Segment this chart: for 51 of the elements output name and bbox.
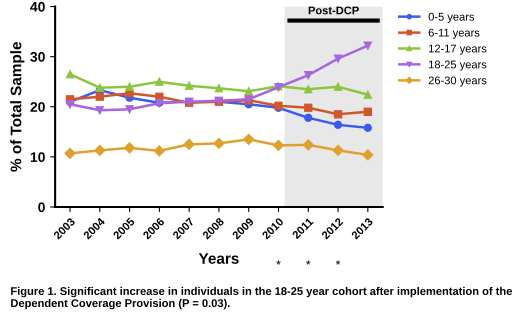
point	[304, 71, 312, 80]
point	[184, 138, 195, 150]
caption: Figure 1. Significant increase in individuals in the 18-25 year cohort after implementation of the Dependent Coverage Provision (P = 0.03).	[11, 286, 512, 310]
point	[125, 105, 134, 114]
legend-label: 0-5 years	[428, 12, 474, 23]
point	[272, 140, 284, 151]
y-tick-label: 30	[30, 52, 45, 62]
y-tick-label: 10	[30, 152, 45, 162]
point	[125, 82, 134, 91]
point	[66, 70, 74, 78]
point	[96, 106, 104, 114]
point	[155, 78, 164, 86]
point	[304, 114, 312, 122]
point	[334, 82, 342, 91]
point	[362, 149, 374, 160]
point	[304, 104, 312, 112]
point	[302, 139, 314, 150]
point	[213, 138, 225, 149]
point	[94, 144, 106, 156]
point	[364, 41, 372, 50]
point	[334, 120, 342, 129]
y-axis-title: % of Total Sample	[10, 42, 24, 172]
text: *	[336, 260, 340, 265]
point	[244, 87, 253, 96]
text: *	[276, 260, 281, 265]
point	[184, 82, 194, 90]
point	[96, 92, 104, 101]
point	[334, 54, 342, 63]
y-tick-label: 0	[38, 202, 45, 212]
legend-label: 12-17 years	[429, 44, 486, 55]
point	[154, 145, 165, 156]
band-label: Post-DCP	[308, 6, 359, 14]
point	[334, 110, 342, 118]
legend-label: 26-30 years	[428, 76, 486, 87]
y-tick-label: 40	[30, 2, 45, 12]
point	[304, 85, 312, 94]
point	[364, 124, 372, 132]
legend-label: 18-25 years	[429, 60, 486, 71]
point	[332, 144, 344, 156]
point	[64, 148, 76, 159]
text: *	[306, 260, 311, 265]
y-tick-label: 20	[30, 102, 45, 112]
x-axis-title: Years	[198, 253, 239, 264]
point	[66, 100, 74, 108]
point	[243, 134, 254, 145]
point	[364, 90, 372, 99]
point	[214, 84, 224, 92]
point	[96, 84, 104, 92]
legend-label: 6-11 years	[428, 28, 480, 39]
point	[124, 142, 136, 154]
point	[364, 108, 372, 116]
